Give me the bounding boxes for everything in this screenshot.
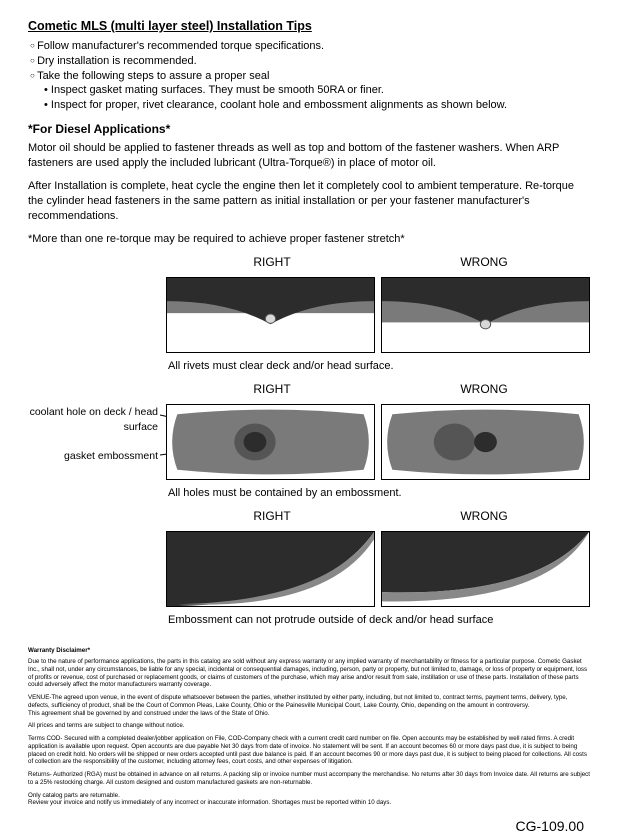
warranty-heading: Warranty Disclaimer* bbox=[28, 647, 590, 655]
figure-row-holes: coolant hole on deck / head surface gask… bbox=[28, 381, 590, 506]
right-label: RIGHT bbox=[166, 381, 378, 397]
bullet-item: Follow manufacturer's recommended torque… bbox=[30, 39, 590, 54]
diesel-heading: *For Diesel Applications* bbox=[28, 121, 590, 137]
diesel-para: *More than one re-torque may be required… bbox=[28, 232, 590, 247]
right-label: RIGHT bbox=[166, 254, 378, 270]
rivet-caption: All rivets must clear deck and/or head s… bbox=[166, 359, 590, 374]
right-label: RIGHT bbox=[166, 508, 378, 524]
page-title: Cometic MLS (multi layer steel) Installa… bbox=[28, 18, 590, 35]
emboss-wrong-diagram bbox=[381, 531, 590, 607]
wrong-label: WRONG bbox=[378, 508, 590, 524]
emboss-caption: Embossment can not protrude outside of d… bbox=[166, 613, 590, 628]
emboss-right-diagram bbox=[166, 531, 375, 607]
fine-para: VENUE-The agreed upon venue, in the even… bbox=[28, 694, 590, 717]
wrong-label: WRONG bbox=[378, 254, 590, 270]
fine-print: Warranty Disclaimer* Due to the nature o… bbox=[28, 647, 590, 807]
hole-wrong-diagram bbox=[381, 404, 590, 480]
hole-right-diagram bbox=[166, 404, 375, 480]
bullet-item: Dry installation is recommended. bbox=[30, 54, 590, 69]
hole-caption: All holes must be contained by an emboss… bbox=[166, 486, 590, 501]
rivet-right-diagram bbox=[166, 277, 375, 353]
fine-para: Returns- Authorized (RGA) must be obtain… bbox=[28, 771, 590, 787]
rivet-wrong-diagram bbox=[381, 277, 590, 353]
figures: RIGHT WRONG bbox=[28, 254, 590, 633]
bullet-item: Take the following steps to assure a pro… bbox=[30, 69, 590, 84]
bullet-item: Inspect gasket mating surfaces. They mus… bbox=[44, 83, 590, 98]
figure-row-emboss: RIGHT WRONG Embossment can not pr bbox=[28, 508, 590, 633]
fine-para: All prices and terms are subject to chan… bbox=[28, 722, 590, 730]
bullet-item: Inspect for proper, rivet clearance, coo… bbox=[44, 98, 590, 113]
wrong-label: WRONG bbox=[378, 381, 590, 397]
figure-row-rivets: RIGHT WRONG bbox=[28, 254, 590, 379]
fine-para: Due to the nature of performance applica… bbox=[28, 658, 590, 689]
diesel-para: Motor oil should be applied to fastener … bbox=[28, 141, 590, 171]
fine-para: Terms COD- Secured with a completed deal… bbox=[28, 735, 590, 766]
fine-para: Only catalog parts are returnable. Revie… bbox=[28, 792, 590, 808]
diesel-para: After Installation is complete, heat cyc… bbox=[28, 179, 590, 224]
page-footer-code: CG-109.00 bbox=[28, 817, 590, 836]
bullet-list: Follow manufacturer's recommended torque… bbox=[30, 39, 590, 113]
